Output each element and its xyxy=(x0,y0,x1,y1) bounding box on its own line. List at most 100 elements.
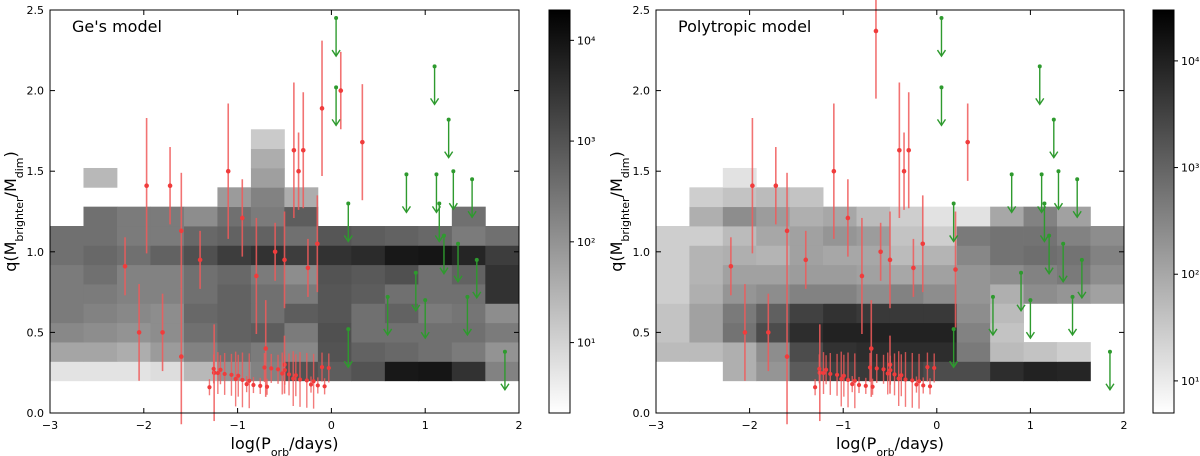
heatmap-cell xyxy=(183,322,218,343)
colorbar-tick-label: 10³ xyxy=(1181,162,1199,175)
plot-frame xyxy=(655,9,1125,414)
green-arrow-head xyxy=(1007,206,1017,214)
heatmap-cell xyxy=(789,187,824,208)
heatmap-cell xyxy=(823,322,857,343)
red-data-point xyxy=(850,382,855,387)
heatmap-cell xyxy=(83,167,118,188)
red-data-point xyxy=(897,147,902,153)
heatmap-cell xyxy=(217,342,252,362)
heatmap-cell xyxy=(990,245,1024,266)
green-arrow-head xyxy=(500,383,510,392)
green-arrow-head xyxy=(949,360,959,369)
heatmap-cell xyxy=(284,206,319,227)
heatmap-cell xyxy=(150,245,185,266)
heatmap-cell xyxy=(384,322,419,343)
heatmap-cell xyxy=(485,245,520,266)
red-data-point xyxy=(784,354,790,359)
y-tick-label: 0.0 xyxy=(27,407,45,420)
heatmap-cell xyxy=(923,303,958,324)
colorbar-tick-label: 10⁴ xyxy=(577,34,596,47)
red-data-point xyxy=(863,383,868,388)
y-tick-label: 2.5 xyxy=(27,4,45,17)
heatmap-cell xyxy=(756,284,791,304)
heatmap-cell xyxy=(83,342,118,362)
heatmap-cell xyxy=(656,226,690,246)
red-data-point xyxy=(222,371,227,377)
colorbar xyxy=(1152,9,1175,414)
heatmap-cell xyxy=(689,322,724,343)
green-arrow-head xyxy=(1035,98,1045,106)
heatmap-cell xyxy=(756,342,791,362)
heatmap-cell xyxy=(351,342,386,362)
heatmap-cell xyxy=(823,303,857,324)
red-data-point xyxy=(874,366,879,371)
heatmap-cell xyxy=(351,303,386,324)
green-arrow-head xyxy=(1072,210,1082,219)
red-data-point xyxy=(254,273,259,279)
green-arrow-head xyxy=(343,235,353,243)
heatmap-cell xyxy=(823,264,857,285)
x-axis-label: log(Porb/days) xyxy=(231,434,339,456)
colorbar-tick-label: 10² xyxy=(577,236,595,249)
heatmap-cell xyxy=(451,264,486,285)
red-data-point xyxy=(239,215,245,221)
heatmap-cell xyxy=(722,322,757,343)
red-data-point xyxy=(311,379,316,384)
heatmap-cell xyxy=(756,187,791,208)
heatmap-cell xyxy=(485,303,520,324)
red-data-point xyxy=(136,330,142,335)
red-data-point xyxy=(326,365,331,371)
heatmap-cell xyxy=(351,322,386,343)
heatmap-cell xyxy=(789,303,824,324)
heatmap-cell xyxy=(351,284,386,304)
heatmap-cell xyxy=(384,361,419,382)
x-tick-label: 0 xyxy=(328,419,335,432)
heatmap-cell xyxy=(150,342,185,362)
red-data-point xyxy=(845,215,851,221)
red-data-point xyxy=(215,370,220,376)
heatmap-cell xyxy=(83,264,118,285)
red-data-point xyxy=(859,273,865,279)
heatmap-cell xyxy=(990,226,1024,246)
heatmap-cell xyxy=(150,284,185,304)
heatmap-cell xyxy=(451,245,486,266)
red-data-point xyxy=(906,147,912,153)
heatmap-cell xyxy=(990,322,1024,343)
heatmap-cell xyxy=(756,303,791,324)
x-axis-label: log(Porb/days) xyxy=(836,434,944,456)
red-data-point xyxy=(218,367,223,372)
red-data-point xyxy=(831,168,837,174)
red-data-point xyxy=(773,183,779,189)
heatmap-cell xyxy=(756,322,791,343)
heatmap-cell xyxy=(317,284,352,304)
heatmap-cell xyxy=(50,322,84,343)
red-data-point xyxy=(179,228,184,234)
heatmap-cell xyxy=(856,206,891,227)
heatmap-cell xyxy=(889,206,924,227)
green-arrow-head xyxy=(467,210,477,219)
heatmap-cell xyxy=(689,226,724,246)
green-arrow-head xyxy=(411,304,421,313)
red-data-point xyxy=(878,249,883,255)
heatmap-cell xyxy=(284,303,319,324)
heatmap-cell xyxy=(351,361,386,382)
heatmap-cell xyxy=(217,303,252,324)
heatmap-cell xyxy=(116,245,151,266)
heatmap-cell xyxy=(150,303,185,324)
heatmap-cell xyxy=(923,264,958,285)
panel-title: Ge's model xyxy=(72,17,162,36)
heatmap-cell xyxy=(856,226,891,246)
heatmap-cell xyxy=(250,342,285,362)
heatmap-cell xyxy=(485,226,520,246)
heatmap-cell xyxy=(418,361,453,382)
red-data-point xyxy=(258,383,263,388)
heatmap-cell xyxy=(856,303,891,324)
red-data-point xyxy=(275,367,281,372)
heatmap-cell xyxy=(485,361,520,382)
heatmap-cell xyxy=(823,206,857,227)
heatmap-cell xyxy=(689,264,724,285)
heatmap-cell xyxy=(83,361,118,382)
green-arrow-head xyxy=(343,360,353,369)
x-tick-label: −2 xyxy=(741,419,757,432)
heatmap-cell xyxy=(83,245,118,266)
